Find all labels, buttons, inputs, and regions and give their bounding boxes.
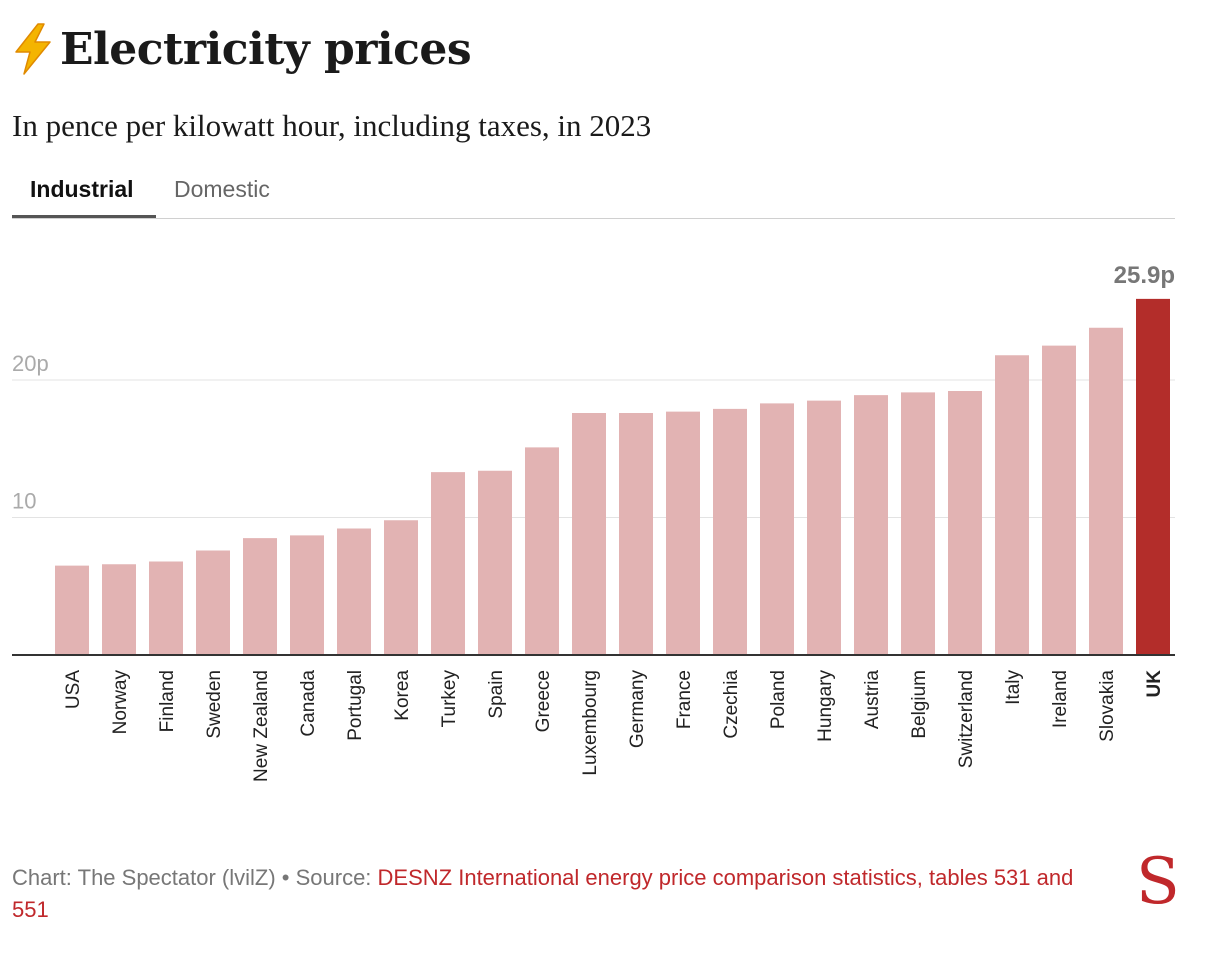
- chart-subtitle: In pence per kilowatt hour, including ta…: [12, 108, 652, 143]
- chart-credit: Chart: The Spectator (lvilZ) • Source:: [12, 865, 378, 890]
- bar: [337, 528, 371, 655]
- x-tick-label: France: [674, 670, 695, 729]
- bar: [854, 395, 888, 655]
- x-tick-label: USA: [63, 670, 84, 709]
- bar: [948, 391, 982, 655]
- bar: [995, 355, 1029, 655]
- bar: [431, 472, 465, 655]
- x-tick-label: Czechia: [721, 670, 742, 739]
- x-tick-label: Finland: [157, 670, 178, 732]
- lightning-bolt-icon: [15, 23, 51, 75]
- x-tick-label: Ireland: [1050, 670, 1071, 728]
- bar: [619, 413, 653, 655]
- bar: [525, 447, 559, 655]
- page-title: Electricity prices: [60, 23, 472, 75]
- tab-bar: Industrial Domestic: [12, 170, 1175, 219]
- chart-title-block: Electricity prices: [12, 22, 472, 76]
- x-tick-label: Korea: [392, 670, 413, 721]
- x-tick-label: Portugal: [345, 670, 366, 741]
- bar: [807, 400, 841, 655]
- x-tick-label: Switzerland: [956, 670, 977, 768]
- x-tick-label: UK: [1144, 670, 1165, 698]
- bar: [384, 520, 418, 655]
- x-tick-label: Austria: [862, 670, 883, 730]
- x-tick-label: Greece: [533, 670, 554, 732]
- x-tick-label: Hungary: [815, 670, 836, 742]
- bar-chart: 10 20p USA Norway Finland Sweden New Zealand Ca…: [12, 262, 1175, 782]
- bar: [760, 403, 794, 655]
- bar: [290, 535, 324, 655]
- tab-domestic[interactable]: Domestic: [174, 176, 270, 202]
- bar: [1089, 327, 1123, 655]
- x-tick-label: Norway: [110, 670, 131, 735]
- x-tick-label: Sweden: [204, 670, 225, 739]
- bar: [478, 470, 512, 655]
- active-tab-indicator: [12, 215, 156, 218]
- bar: [666, 411, 700, 655]
- bar: [102, 564, 136, 655]
- x-tick-label: Poland: [768, 670, 789, 729]
- bar: [572, 413, 606, 655]
- bar: [1042, 345, 1076, 655]
- x-tick-label: New Zealand: [251, 670, 272, 782]
- data-label: 25.9p: [1114, 262, 1175, 289]
- source-link[interactable]: DESNZ International energy price compari…: [12, 865, 1074, 922]
- bar: [55, 565, 89, 655]
- bar: [1136, 298, 1170, 655]
- bar: [901, 392, 935, 655]
- x-tick-label: Italy: [1003, 670, 1024, 705]
- x-tick-label: Slovakia: [1097, 670, 1118, 742]
- tab-industrial[interactable]: Industrial: [30, 176, 134, 202]
- bar: [713, 408, 747, 655]
- x-tick-label: Germany: [627, 670, 648, 749]
- x-tick-label: Belgium: [909, 670, 930, 739]
- x-tick-label: Turkey: [439, 670, 460, 728]
- bar: [243, 538, 277, 655]
- y-tick-label: 10: [12, 489, 36, 514]
- y-tick-label: 20p: [12, 351, 49, 376]
- bar: [196, 550, 230, 655]
- x-tick-label: Luxembourg: [580, 670, 601, 776]
- bar: [149, 561, 183, 655]
- x-tick-label: Canada: [298, 670, 319, 737]
- x-tick-label: Spain: [486, 670, 507, 719]
- spectator-logo: S: [1136, 845, 1180, 919]
- chart-footer: Chart: The Spectator (lvilZ) • Source: D…: [12, 862, 1112, 926]
